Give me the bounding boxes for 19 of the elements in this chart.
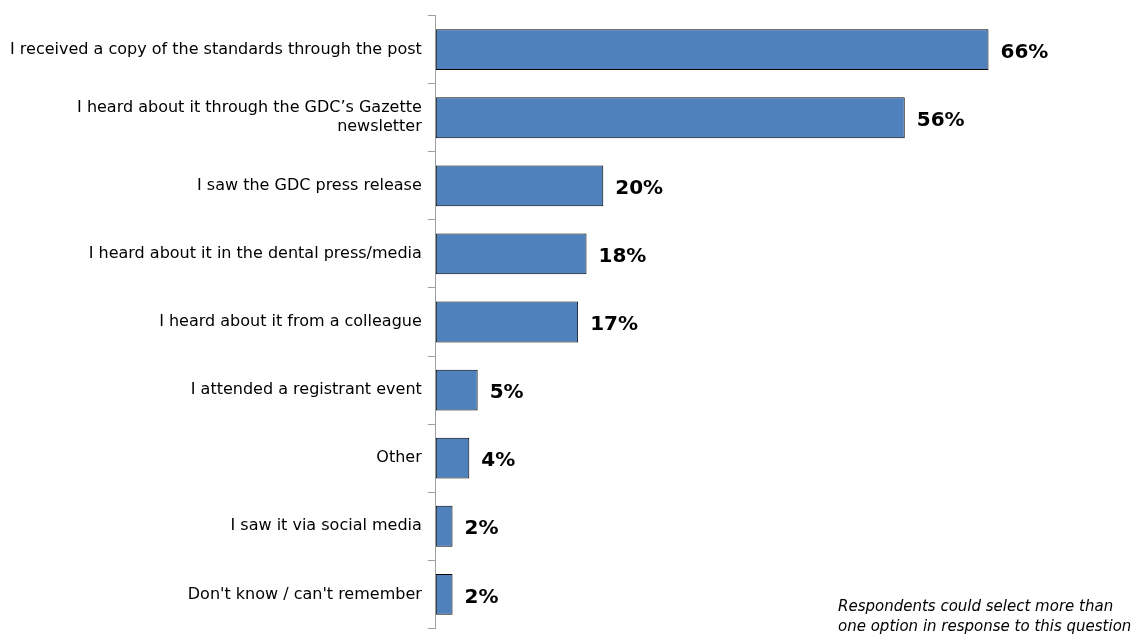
data-label: 20%	[615, 175, 664, 200]
y-tick-label: I attended a registrant event	[190, 379, 422, 399]
y-tick-label: Other	[376, 447, 423, 467]
y-tick-label: I saw the GDC press release	[197, 174, 422, 194]
data-label: 18%	[598, 243, 647, 268]
data-label: 4%	[481, 447, 516, 472]
annotation: Respondents could select more than one option in response to this question	[838, 596, 1133, 636]
data-label: 17%	[590, 311, 639, 336]
data-label: 5%	[489, 379, 524, 404]
data-label: 56%	[916, 106, 965, 131]
y-tick-label: Don't know / can't remember	[187, 583, 423, 603]
data-label: 2%	[464, 583, 499, 608]
y-tick-label: I heard about it through the GDC’s Gazette newsletter	[77, 97, 423, 136]
y-tick-label: I heard about it from a colleague	[159, 311, 422, 331]
y-tick-label: I heard about it in the dental press/media	[88, 243, 422, 263]
data-label: 66%	[1000, 38, 1049, 63]
y-tick-label: I received a copy of the standards through the post	[10, 38, 422, 58]
y-tick-label: I saw it via social media	[230, 515, 422, 535]
data-label: 2%	[464, 515, 499, 540]
